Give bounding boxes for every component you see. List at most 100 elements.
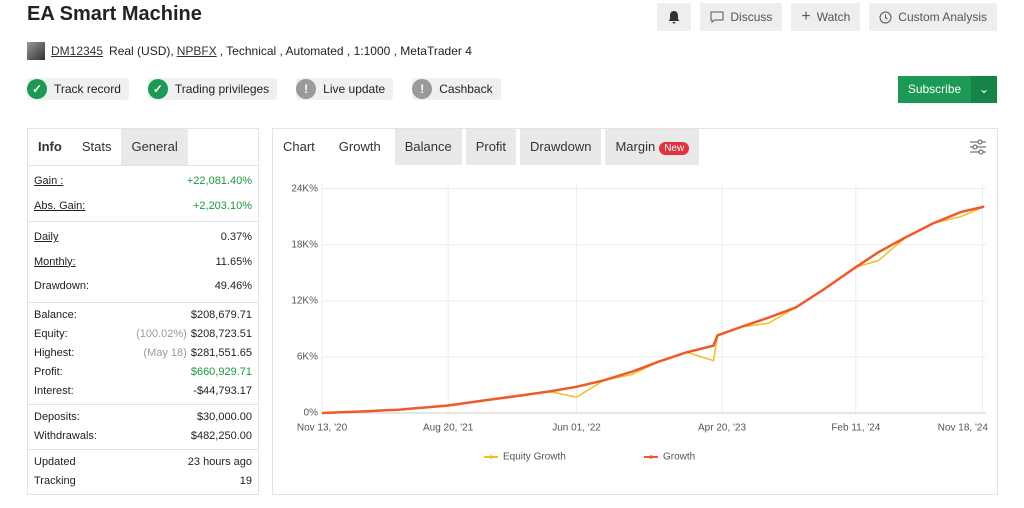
series-line xyxy=(321,205,985,414)
watch-button[interactable]: + Watch xyxy=(791,3,861,31)
info-icon: ! xyxy=(412,79,433,99)
stat-label: Withdrawals: xyxy=(34,429,97,442)
stat-label: Deposits: xyxy=(34,410,80,423)
stats-row: Equity: (100.02%) $208,723.51 xyxy=(28,325,258,344)
stat-value: +2,203.10% xyxy=(192,199,252,212)
badge-label: Live update xyxy=(323,82,386,96)
growth-chart: 0% 6K% 12K% 18K% 24K% Nov 13, '20 Aug 20, '21 J… xyxy=(291,183,988,463)
status-badge: ✓ Trading privileges xyxy=(147,78,278,100)
stats-tab[interactable]: General xyxy=(121,129,188,165)
stat-value: $208,723.51 xyxy=(190,327,252,340)
info-icon: ! xyxy=(296,79,317,99)
chart-tab[interactable]: Growth xyxy=(328,129,391,165)
button-label: Custom Analysis xyxy=(898,10,987,24)
stats-list: Gain : +22,081.40% Abs. Gain: +2,203.10% Dai… xyxy=(28,165,258,494)
legend-label: Equity Growth xyxy=(503,452,566,463)
stat-value-wrap: -$44,793.17 xyxy=(193,382,252,401)
stat-label: Equity: xyxy=(34,327,68,340)
bell-icon xyxy=(668,11,680,24)
chart-tab[interactable]: Drawdown xyxy=(520,129,602,165)
x-tick-label: Apr 20, '23 xyxy=(698,423,746,434)
stats-panel: Info Stats General Gain : +22,081.40% Abs. G… xyxy=(27,128,259,495)
stat-value: 49.46% xyxy=(214,280,252,292)
plus-icon: + xyxy=(801,8,811,25)
chart-tab[interactable]: Balance xyxy=(394,129,462,165)
series-line xyxy=(321,205,985,415)
stat-label[interactable]: Gain : xyxy=(34,175,64,187)
discuss-button[interactable]: Discuss xyxy=(700,3,783,31)
stat-value: $281,551.65 xyxy=(190,346,252,359)
chart-tab[interactable]: Margin New xyxy=(605,129,700,165)
tab-label: Profit xyxy=(475,139,507,154)
chart-tab[interactable]: Chart xyxy=(273,129,325,165)
chart-tab[interactable]: Profit xyxy=(465,129,517,165)
y-tick-label: 6K% xyxy=(297,352,318,363)
stat-value: 23 hours ago xyxy=(187,455,252,468)
notify-button[interactable] xyxy=(657,3,692,31)
stat-label[interactable]: Monthly: xyxy=(34,255,76,268)
stat-label: Profit: xyxy=(34,365,63,378)
stat-value-wrap: 0.37% xyxy=(221,225,252,250)
stat-value-wrap: 11.65% xyxy=(216,250,253,275)
stat-value: $660,929.71 xyxy=(190,365,252,378)
tab-label: Margin xyxy=(615,139,656,154)
stat-label: Interest: xyxy=(34,384,74,397)
stats-tabs: Info Stats General xyxy=(28,129,258,165)
clock-icon xyxy=(879,11,892,23)
legend-label: Growth xyxy=(663,452,695,463)
stat-label: Highest: xyxy=(34,346,75,359)
stats-tab[interactable]: Stats xyxy=(71,129,122,165)
stat-value: $30,000.00 xyxy=(196,410,252,423)
stat-label[interactable]: Abs. Gain: xyxy=(34,199,86,212)
dropdown-arrow[interactable]: ⌄ xyxy=(971,76,997,103)
y-tick-label: 18K% xyxy=(291,239,318,250)
status-badge: ✓ Track record xyxy=(27,78,129,100)
subscribe-label: Subscribe xyxy=(898,76,971,103)
stats-row: Profit: $660,929.71 xyxy=(28,363,258,382)
stat-value: 19 xyxy=(239,474,252,487)
settings-icon[interactable] xyxy=(969,139,987,155)
stat-value-wrap: 19 xyxy=(240,472,252,491)
stats-row: Tracking 19 xyxy=(28,472,258,491)
stats-row: Gain : +22,081.40% xyxy=(28,169,258,194)
stats-row: Daily 0.37% xyxy=(28,225,258,250)
stats-tab[interactable]: Info xyxy=(28,129,72,165)
x-tick-label: Feb 11, '24 xyxy=(831,423,880,434)
stat-value: 11.65% xyxy=(215,255,253,268)
y-tick-label: 12K% xyxy=(291,295,318,306)
stats-row: Drawdown: 49.46% xyxy=(28,274,258,299)
subscribe-button[interactable]: Subscribe ⌄ xyxy=(898,76,997,103)
stat-value: +22,081.40% xyxy=(186,175,252,187)
stat-note: (100.02%) xyxy=(136,327,187,340)
stat-label[interactable]: Daily xyxy=(34,231,59,243)
stats-row: Highest: (May 18) $281,551.65 xyxy=(28,344,258,363)
status-badge: ! Cashback xyxy=(412,78,501,100)
user-link[interactable]: DM12345 xyxy=(51,44,104,58)
account-line: DM12345 Real (USD), NPBFX , Technical , … xyxy=(27,41,472,61)
stat-value: $482,250.00 xyxy=(190,429,252,442)
stats-group: Gain : +22,081.40% Abs. Gain: +2,203.10% xyxy=(28,165,258,221)
stat-value-wrap: $482,250.00 xyxy=(191,427,252,446)
stat-label: Drawdown: xyxy=(34,280,90,292)
badges: ✓ Track record ✓ Trading privileges! Live up… xyxy=(27,78,501,100)
stat-value: $208,679.71 xyxy=(190,308,252,321)
stats-group: Deposits: $30,000.00 Withdrawals: $482,250.… xyxy=(28,403,258,449)
broker-link[interactable]: NPBFX xyxy=(176,44,217,58)
check-icon: ✓ xyxy=(147,79,168,99)
tab-label: Balance xyxy=(404,139,452,154)
button-label: Watch xyxy=(816,10,851,24)
analysis-button[interactable]: Custom Analysis xyxy=(869,3,997,31)
account-details: , Technical , Automated , 1:1000 , MetaT… xyxy=(219,44,472,58)
chat-icon xyxy=(710,11,724,23)
stats-group: Balance: $208,679.71 Equity: (100.02%) $208,… xyxy=(28,301,258,404)
stats-group: Updated 23 hours ago Tracking 19 xyxy=(28,448,258,494)
stat-label: Tracking xyxy=(34,474,76,487)
badge-label: Cashback xyxy=(439,82,493,96)
stat-label: Updated xyxy=(34,455,76,468)
check-icon: ✓ xyxy=(27,79,47,99)
legend-dot xyxy=(649,455,653,459)
stats-row: Monthly: 11.65% xyxy=(28,250,258,275)
chart-panel: Chart Growth Balance Profit Drawdown Margin Ne… xyxy=(272,128,998,495)
stat-value-wrap: $660,929.71 xyxy=(191,363,252,382)
account-type: Real (USD), xyxy=(109,44,174,58)
